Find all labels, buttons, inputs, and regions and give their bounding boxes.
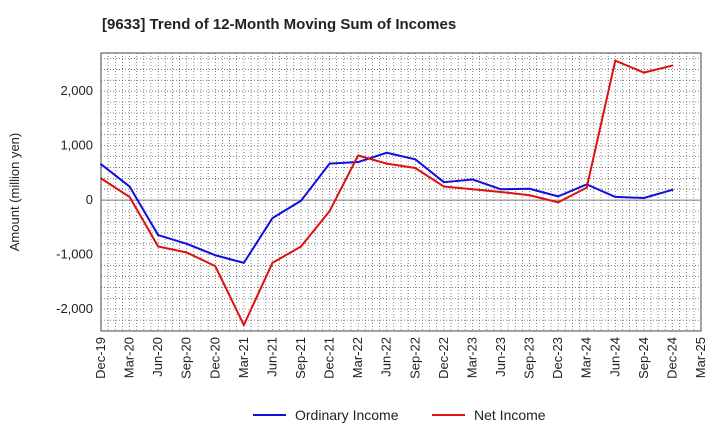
data-point (442, 185, 445, 188)
data-point (271, 261, 274, 264)
x-tick-label: Dec-23 (550, 337, 565, 379)
data-point (128, 185, 131, 188)
data-point (614, 195, 617, 198)
data-point (471, 178, 474, 181)
x-tick-label: Mar-20 (122, 337, 137, 378)
data-point (671, 64, 674, 67)
x-tick-label: Mar-22 (350, 337, 365, 378)
x-tick-label: Jun-22 (379, 337, 394, 377)
y-axis-label: Amount (million yen) (7, 133, 22, 252)
x-tick-label: Mar-21 (236, 337, 251, 378)
y-tick-label: -2,000 (56, 301, 93, 316)
x-tick-label: Dec-20 (207, 337, 222, 379)
x-tick-label: Sep-20 (179, 337, 194, 379)
data-point (185, 251, 188, 254)
data-point (214, 265, 217, 268)
data-point (271, 217, 274, 220)
x-tick-label: Sep-23 (522, 337, 537, 379)
x-tick-label: Sep-24 (636, 337, 651, 379)
data-point (471, 188, 474, 191)
y-tick-label: 0 (86, 192, 93, 207)
data-point (414, 158, 417, 161)
data-point (385, 162, 388, 165)
series-lines (100, 59, 674, 327)
data-point (185, 242, 188, 245)
x-tick-label: Mar-25 (693, 337, 708, 378)
data-point (242, 261, 245, 264)
data-point (442, 181, 445, 184)
data-point (614, 59, 617, 62)
x-tick-label: Jun-23 (493, 337, 508, 377)
data-point (585, 186, 588, 189)
data-point (328, 210, 331, 213)
y-tick-labels: 2,000 1,000 0 -1,000 -2,000 (56, 83, 93, 316)
data-point (500, 188, 502, 191)
x-tick-label: Mar-23 (464, 337, 479, 378)
data-point (157, 234, 160, 237)
legend-label: Ordinary Income (295, 407, 399, 423)
data-point (528, 194, 531, 197)
data-point (642, 71, 645, 74)
y-tick-label: 2,000 (60, 83, 93, 98)
data-point (414, 167, 417, 170)
data-point (385, 151, 388, 154)
data-point (557, 201, 560, 204)
x-tick-label: Sep-22 (407, 337, 422, 379)
data-point (214, 254, 217, 257)
data-point (300, 245, 302, 248)
plot-frame (100, 52, 702, 332)
legend: Ordinary Income Net Income (253, 407, 546, 423)
y-tick-label: -1,000 (56, 247, 93, 262)
data-point (100, 163, 102, 166)
data-point (357, 161, 360, 164)
x-tick-label: Mar-24 (579, 337, 594, 378)
data-point (300, 199, 302, 202)
data-point (157, 245, 160, 248)
axes (100, 52, 702, 332)
data-point (528, 187, 531, 190)
data-point (100, 177, 102, 180)
chart-title: [9633] Trend of 12-Month Moving Sum of I… (102, 16, 457, 33)
x-tick-label: Jun-21 (264, 337, 279, 377)
x-tick-label: Dec-21 (322, 337, 337, 379)
y-tick-label: 1,000 (60, 138, 93, 153)
data-point (357, 154, 360, 157)
data-point (242, 324, 245, 327)
data-point (557, 195, 560, 198)
x-tick-labels: Dec-19 Mar-20 Jun-20 Sep-20 Dec-20 Mar-21 Jun-… (93, 337, 708, 379)
x-tick-label: Dec-19 (93, 337, 108, 379)
data-point (328, 162, 331, 165)
x-tick-label: Jun-24 (607, 337, 622, 377)
grid (101, 53, 701, 331)
x-tick-label: Sep-21 (293, 337, 308, 379)
x-tick-label: Dec-22 (436, 337, 451, 379)
data-point (642, 196, 645, 199)
x-tick-label: Dec-24 (664, 337, 679, 379)
data-point (500, 191, 502, 193)
data-point (671, 188, 674, 191)
legend-label: Net Income (474, 407, 546, 423)
x-tick-label: Jun-20 (150, 337, 165, 377)
data-point (128, 195, 131, 198)
